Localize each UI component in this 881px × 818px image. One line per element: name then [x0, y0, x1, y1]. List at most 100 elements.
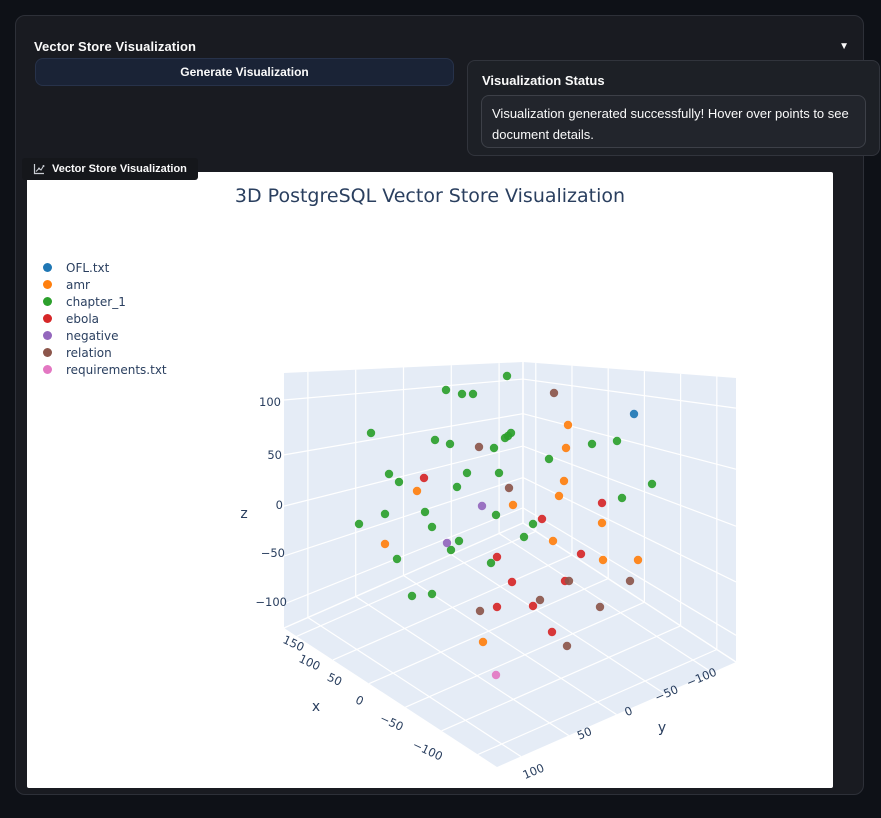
- scatter-point-chapter_1[interactable]: [647, 479, 657, 489]
- scatter-point-relation[interactable]: [562, 641, 572, 651]
- gridline: [368, 578, 609, 685]
- scatter-point-chapter_1[interactable]: [489, 443, 499, 453]
- scatter-point-relation[interactable]: [549, 388, 559, 398]
- scatter-point-amr[interactable]: [412, 486, 422, 496]
- chart-tab-label: Vector Store Visualization: [52, 163, 187, 175]
- z-axis-tick: −100: [255, 595, 287, 609]
- legend-swatch: [43, 297, 52, 306]
- scatter-point-negative[interactable]: [442, 538, 452, 548]
- scatter-point-relation[interactable]: [564, 576, 574, 586]
- scatter-point-chapter_1[interactable]: [528, 519, 538, 529]
- scatter-point-amr[interactable]: [380, 539, 390, 549]
- collapse-chevron-icon[interactable]: ▼: [839, 40, 849, 52]
- expander-title: Vector Store Visualization: [34, 38, 197, 54]
- scatter-point-relation[interactable]: [535, 595, 545, 605]
- legend-label: chapter_1: [66, 294, 126, 309]
- scatter-point-ebola[interactable]: [507, 577, 517, 587]
- scatter-point-amr[interactable]: [563, 420, 573, 430]
- x-axis-tick: −100: [410, 737, 445, 763]
- scatter-point-chapter_1[interactable]: [617, 493, 627, 503]
- scatter-point-chapter_1[interactable]: [544, 454, 554, 464]
- scatter-point-ebola[interactable]: [576, 549, 586, 559]
- scatter-point-chapter_1[interactable]: [445, 439, 455, 449]
- scatter-point-ebola[interactable]: [528, 601, 538, 611]
- scatter-point-ebola[interactable]: [419, 473, 429, 483]
- scatter-point-chapter_1[interactable]: [454, 536, 464, 546]
- scatter-point-amr[interactable]: [554, 491, 564, 501]
- x-axis-tick: −50: [378, 711, 406, 734]
- legend-label: ebola: [66, 311, 100, 326]
- legend-item[interactable]: amr: [43, 276, 167, 293]
- scatter-point-relation[interactable]: [474, 442, 484, 452]
- gridline: [477, 648, 718, 756]
- status-message: Visualization generated successfully! Ho…: [492, 106, 849, 142]
- scatter-point-amr[interactable]: [633, 555, 643, 565]
- scatter-point-relation[interactable]: [625, 576, 635, 586]
- expander-header[interactable]: Vector Store Visualization ▼: [34, 37, 849, 55]
- scatter-point-chapter_1[interactable]: [392, 554, 402, 564]
- scatter-point-chapter_1[interactable]: [407, 591, 417, 601]
- scatter-point-chapter_1[interactable]: [494, 468, 504, 478]
- scatter-point-chapter_1[interactable]: [430, 435, 440, 445]
- legend-swatch: [43, 365, 52, 374]
- legend-item[interactable]: requirements.txt: [43, 361, 167, 378]
- scatter-point-chapter_1[interactable]: [446, 545, 456, 555]
- scatter-point-chapter_1[interactable]: [420, 507, 430, 517]
- scatter-point-chapter_1[interactable]: [452, 482, 462, 492]
- scatter-point-relation[interactable]: [475, 606, 485, 616]
- scatter-point-relation[interactable]: [504, 483, 514, 493]
- gridline: [450, 553, 665, 695]
- scatter-point-relation[interactable]: [595, 602, 605, 612]
- scatter-point-chapter_1[interactable]: [441, 385, 451, 395]
- scatter-point-chapter_1[interactable]: [462, 468, 472, 478]
- scatter-point-amr[interactable]: [478, 637, 488, 647]
- scatter-point-chapter_1[interactable]: [503, 431, 513, 441]
- scatter-point-chapter_1[interactable]: [384, 469, 394, 479]
- legend-item[interactable]: negative: [43, 327, 167, 344]
- scatter-point-negative[interactable]: [477, 501, 487, 511]
- legend-item[interactable]: ebola: [43, 310, 167, 327]
- scatter-point-amr[interactable]: [561, 443, 571, 453]
- scatter-point-chapter_1[interactable]: [427, 589, 437, 599]
- scatter-point-ebola[interactable]: [547, 627, 557, 637]
- scatter-point-chapter_1[interactable]: [612, 436, 622, 446]
- scatter-point-OFL.txt[interactable]: [629, 409, 639, 419]
- scatter-point-chapter_1[interactable]: [380, 509, 390, 519]
- scatter-point-chapter_1[interactable]: [491, 510, 501, 520]
- legend-swatch: [43, 331, 52, 340]
- gridline: [403, 574, 617, 716]
- scatter-point-requirements.txt[interactable]: [491, 670, 501, 680]
- scatter-point-amr[interactable]: [597, 518, 607, 528]
- scatter-point-chapter_1[interactable]: [468, 389, 478, 399]
- gridline: [522, 445, 737, 527]
- scatter-point-ebola[interactable]: [597, 498, 607, 508]
- scatter-chart-icon: [33, 164, 45, 175]
- legend-item[interactable]: OFL.txt: [43, 259, 167, 276]
- scatter-point-chapter_1[interactable]: [502, 371, 512, 381]
- scatter-point-chapter_1[interactable]: [354, 519, 364, 529]
- scatter-point-chapter_1[interactable]: [486, 558, 496, 568]
- scatter-point-amr[interactable]: [559, 476, 569, 486]
- scatter-point-ebola[interactable]: [492, 552, 502, 562]
- y-axis-label: y: [658, 720, 666, 736]
- scatter-point-amr[interactable]: [508, 500, 518, 510]
- scatter-point-chapter_1[interactable]: [427, 522, 437, 532]
- generate-visualization-button[interactable]: Generate Visualization: [35, 58, 454, 86]
- scatter-point-ebola[interactable]: [492, 602, 502, 612]
- legend-label: amr: [66, 277, 90, 292]
- status-panel: Visualization Status Visualization gener…: [467, 60, 880, 156]
- legend-item[interactable]: relation: [43, 344, 167, 361]
- x-axis-tick: 100: [297, 651, 323, 673]
- scatter-point-amr[interactable]: [548, 536, 558, 546]
- chart-tab[interactable]: Vector Store Visualization: [22, 158, 198, 180]
- scatter-point-chapter_1[interactable]: [366, 428, 376, 438]
- scatter-point-amr[interactable]: [598, 555, 608, 565]
- scatter-point-chapter_1[interactable]: [457, 389, 467, 399]
- scatter-point-chapter_1[interactable]: [394, 477, 404, 487]
- scatter-point-chapter_1[interactable]: [587, 439, 597, 449]
- scatter-point-chapter_1[interactable]: [519, 532, 529, 542]
- scatter-point-ebola[interactable]: [537, 514, 547, 524]
- legend-item[interactable]: chapter_1: [43, 293, 167, 310]
